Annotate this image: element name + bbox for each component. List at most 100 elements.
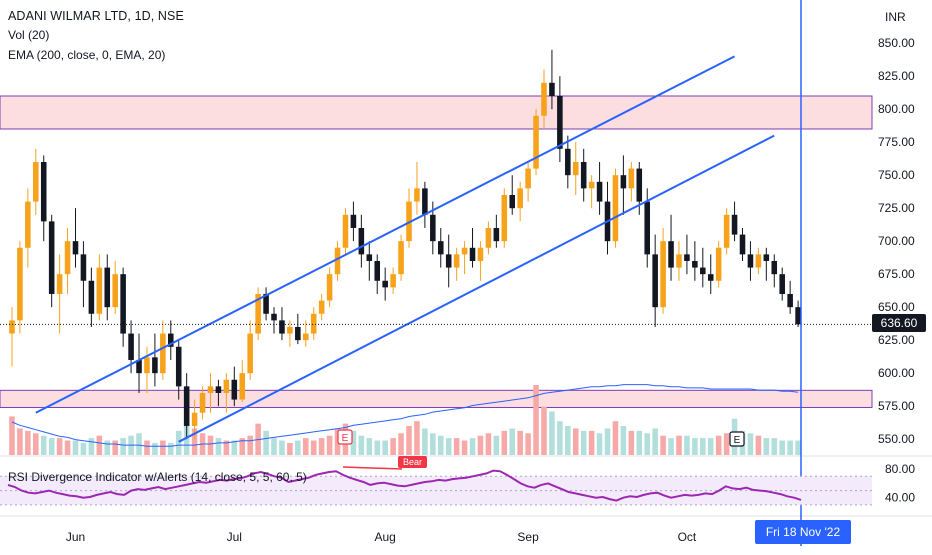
candle-body [644,201,650,255]
candle [72,208,79,268]
candle [263,287,269,321]
volume-bar [684,435,690,455]
volume-bar [136,433,142,455]
volume-bar [755,435,762,455]
volume-bar [231,440,238,455]
symbol-legend[interactable]: ADANI WILMAR LTD, 1D, NSE [8,9,184,23]
time-tick-label: Jul [227,530,242,544]
candle-body [731,214,738,235]
candle-body [795,307,801,325]
volume-bar [533,385,539,455]
candle-body [207,386,214,393]
volume-bar [453,438,460,455]
volume-bar [557,421,563,455]
candle [183,373,190,440]
candle-body [279,320,285,334]
volume-bar [644,433,650,455]
candle-body [199,392,206,413]
volume-bar [572,428,579,455]
volume-bar [461,440,468,455]
candle-body [509,194,516,209]
candle-body [17,247,23,321]
candle [168,320,174,360]
ema-legend[interactable]: EMA (200, close, 0, EMA, 20) [8,48,166,62]
volume-bar [604,428,611,455]
earnings-marker-label: E [342,433,349,444]
candle-body [64,241,71,275]
volume-bar [318,438,325,455]
candle-body [295,326,301,341]
earnings-marker-label: E [734,435,741,446]
volume-bar [406,426,412,455]
volume-bar [56,438,63,455]
candle [652,234,658,327]
candle-body [160,333,166,374]
candle-body [239,373,246,400]
candle-body [477,247,484,261]
candle [25,188,31,268]
candle [763,247,770,281]
volume-bar [366,438,373,455]
candle [707,254,714,294]
ema-line [11,384,799,447]
candle-body [302,333,309,341]
volume-bar [549,411,555,455]
candle-body [136,359,142,374]
candle-body [580,161,587,189]
candle-body [287,326,293,334]
candle-body [175,346,182,387]
candle [33,148,39,215]
resistance-zone [0,95,873,130]
candle [715,241,722,288]
candle-body [533,115,539,169]
price-tick-label: 650.00 [878,300,915,314]
volume-bar [565,426,571,455]
volume-bar [485,433,492,455]
earnings-marker-box [729,431,745,447]
volume-bar [795,440,801,455]
candle-body [723,214,730,248]
rsi-tick-label: 40.00 [885,491,915,505]
candle-body [191,412,198,426]
candle [144,346,150,393]
candle-body [168,333,174,347]
rsi-legend[interactable]: RSI Divergence Indicator w/Alerts (14, c… [8,470,307,484]
volume-bar [302,438,309,455]
currency-label: INR [885,10,906,24]
candle-body [707,274,714,281]
volume-bar [358,435,365,455]
volume-bar [191,428,198,455]
candle-body [398,241,404,275]
candle [374,254,381,294]
candle [231,366,238,407]
candle [88,267,95,327]
volume-bar [390,438,396,455]
candle [723,208,730,255]
candle-body [565,148,571,176]
volume-bar [493,435,500,455]
earnings-marker: E [729,431,745,447]
volume-legend[interactable]: Vol (20) [8,28,50,42]
candle [40,155,47,242]
candle-body [223,379,230,393]
candle [533,109,539,176]
candle-body [144,357,150,374]
volume-bar [398,433,404,455]
candle-body [215,386,222,393]
candle-body [652,254,658,308]
candle-body [263,293,269,314]
candle [56,254,63,334]
candle-body [96,267,103,314]
crosshair-date-tag: Fri 18 Nov '22 [755,520,851,544]
volume-bar [374,440,381,455]
candle [382,267,388,301]
candle [350,201,357,242]
candle [120,267,126,347]
candle-body [453,254,460,268]
candle [660,227,666,314]
candle [271,307,277,334]
candle-body [747,254,754,268]
channel-upper-line [35,55,736,414]
